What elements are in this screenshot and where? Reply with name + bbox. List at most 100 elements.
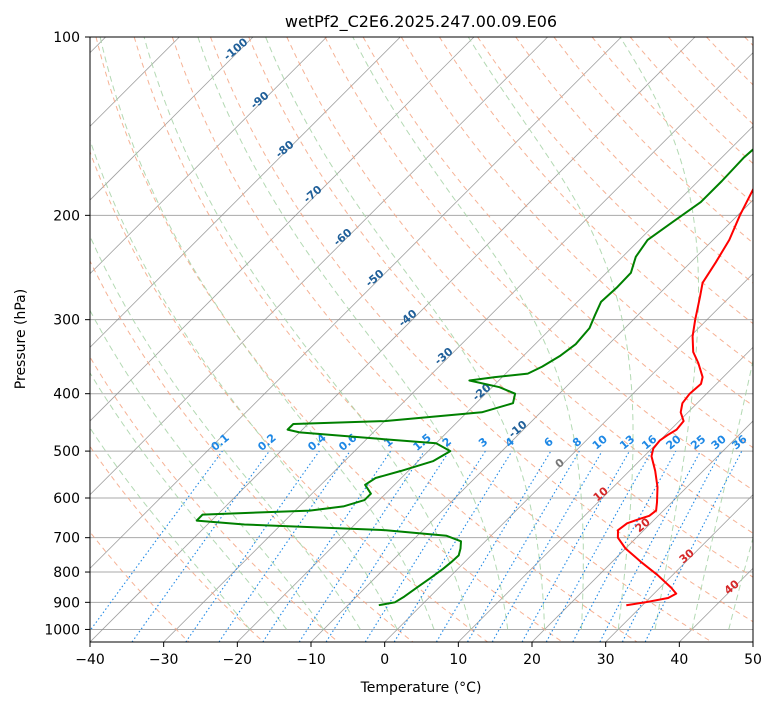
x-tick-label: 50 <box>744 652 762 668</box>
moist-adiabat-line <box>352 37 584 630</box>
isotherm-line <box>531 420 753 642</box>
moist-adiabat-line <box>90 309 324 630</box>
x-tick-label: 10 <box>449 652 467 668</box>
mixing-ratio-line <box>364 450 486 642</box>
dry-adiabat-line <box>171 37 712 642</box>
isotherm-line <box>237 125 753 642</box>
y-tick-label: 600 <box>53 491 80 507</box>
mixing-ratio-line <box>185 450 320 642</box>
moist-adiabat-label: 0 <box>553 456 567 471</box>
y-tick-label: 800 <box>53 565 80 581</box>
moist-adiabat-line <box>691 358 753 630</box>
mixing-ratio-label: 6 <box>542 435 556 450</box>
dry-adiabat-line <box>324 37 753 491</box>
dry-adiabat-line <box>90 259 414 642</box>
moist-adiabat-label: 30 <box>677 546 697 566</box>
mixing-ratio-line <box>521 450 630 642</box>
mixing-ratio-line <box>262 450 392 642</box>
dry-adiabat-label: -60 <box>331 226 355 249</box>
dry-adiabat-line <box>706 37 753 86</box>
dry-adiabat-line <box>90 445 264 642</box>
isotherm-line <box>90 37 327 275</box>
moist-adiabat-label: 40 <box>722 577 742 597</box>
x-axis-ticks: −40 −30 −20 −10 0 10 20 30 40 50 <box>75 642 762 668</box>
mixing-ratio-line <box>435 450 552 642</box>
isotherm-line <box>90 37 696 642</box>
background-lines <box>90 37 753 642</box>
chart-title: wetPf2_C2E6.2025.247.00.09.E06 <box>285 12 557 32</box>
isotherm-line <box>605 494 753 642</box>
x-tick-label: 20 <box>523 652 541 668</box>
dry-adiabat-label: -50 <box>363 267 387 290</box>
data-lines <box>195 148 753 607</box>
x-axis-title: Temperature (°C) <box>360 680 482 696</box>
dry-adiabat-line <box>553 37 753 244</box>
temperature-series-line <box>616 187 753 607</box>
y-axis-ticks: 100 200 300 400 500 600 700 800 900 1000 <box>44 30 90 638</box>
isotherm-line <box>90 37 254 201</box>
x-tick-label: −20 <box>223 652 253 668</box>
moist-adiabat-line <box>265 37 546 630</box>
mixing-ratio-label: 8 <box>570 435 584 450</box>
moist-adiabat-line <box>90 427 251 630</box>
dry-adiabat-line <box>95 37 563 642</box>
mixing-ratio-line <box>393 450 513 642</box>
moist-adiabat-line <box>90 371 288 630</box>
mixing-ratio-line <box>644 450 743 642</box>
dry-adiabat-line <box>133 37 638 642</box>
moist-adiabat-line <box>90 138 398 630</box>
mixing-ratio-label: 25 <box>688 433 708 453</box>
y-tick-label: 900 <box>53 595 80 611</box>
isotherm-line <box>90 37 475 422</box>
x-tick-label: −10 <box>296 652 326 668</box>
isotherm-line <box>310 199 753 642</box>
dry-adiabat-line <box>210 37 753 623</box>
mixing-ratio-line <box>599 450 701 642</box>
mixing-ratio-label: 10 <box>590 432 610 452</box>
dry-adiabat-line <box>400 37 753 407</box>
x-tick-label: 40 <box>670 652 688 668</box>
plot-frame <box>89 36 754 643</box>
dry-adiabat-label: -100 <box>221 35 251 63</box>
mixing-ratio-label: 3 <box>476 435 490 450</box>
dry-adiabat-label: -80 <box>273 138 297 161</box>
isotherm-line <box>90 37 622 569</box>
mixing-ratio-line <box>90 450 223 632</box>
moist-adiabat-line <box>619 37 699 630</box>
mixing-ratio-line <box>572 450 677 642</box>
mixing-ratio-label: 30 <box>709 432 729 452</box>
dry-adiabat-label: -30 <box>432 345 456 368</box>
isotherm-line <box>90 37 548 496</box>
y-tick-label: 500 <box>53 444 80 460</box>
mixing-ratio-label: 0.6 <box>336 431 360 454</box>
mixing-ratio-line <box>218 450 351 642</box>
mixing-ratio-line <box>545 450 653 642</box>
x-tick-label: −40 <box>75 652 105 668</box>
isotherm-line <box>384 273 753 642</box>
mixing-ratio-line <box>325 450 450 642</box>
isotherm-line <box>90 37 401 348</box>
dry-adiabat-line <box>90 150 488 642</box>
mixing-ratio-label: 16 <box>639 432 659 452</box>
dry-adiabat-label: -70 <box>301 183 325 206</box>
moist-adiabat-line <box>143 37 472 630</box>
dry-adiabat-label: -90 <box>248 89 272 112</box>
moist-adiabat-line <box>467 37 634 630</box>
isotherm-line <box>752 641 753 642</box>
mixing-ratio-label: 36 <box>730 432 750 452</box>
moist-adiabat-line <box>728 536 753 630</box>
isotherm-line <box>163 52 753 642</box>
y-tick-label: 1000 <box>44 622 80 638</box>
mixing-ratio-label: 0.2 <box>255 431 278 453</box>
dry-adiabat-label: -40 <box>396 307 420 330</box>
moist-adiabat-line <box>90 235 361 630</box>
moist-adiabat-line <box>197 37 509 630</box>
dry-adiabat-line <box>515 37 753 284</box>
y-tick-label: 100 <box>53 30 80 46</box>
dry-adiabat-line <box>362 37 753 449</box>
x-tick-label: −30 <box>149 652 179 668</box>
y-tick-label: 300 <box>53 313 80 329</box>
y-tick-label: 200 <box>53 208 80 224</box>
dry-adiabat-line <box>90 356 339 642</box>
